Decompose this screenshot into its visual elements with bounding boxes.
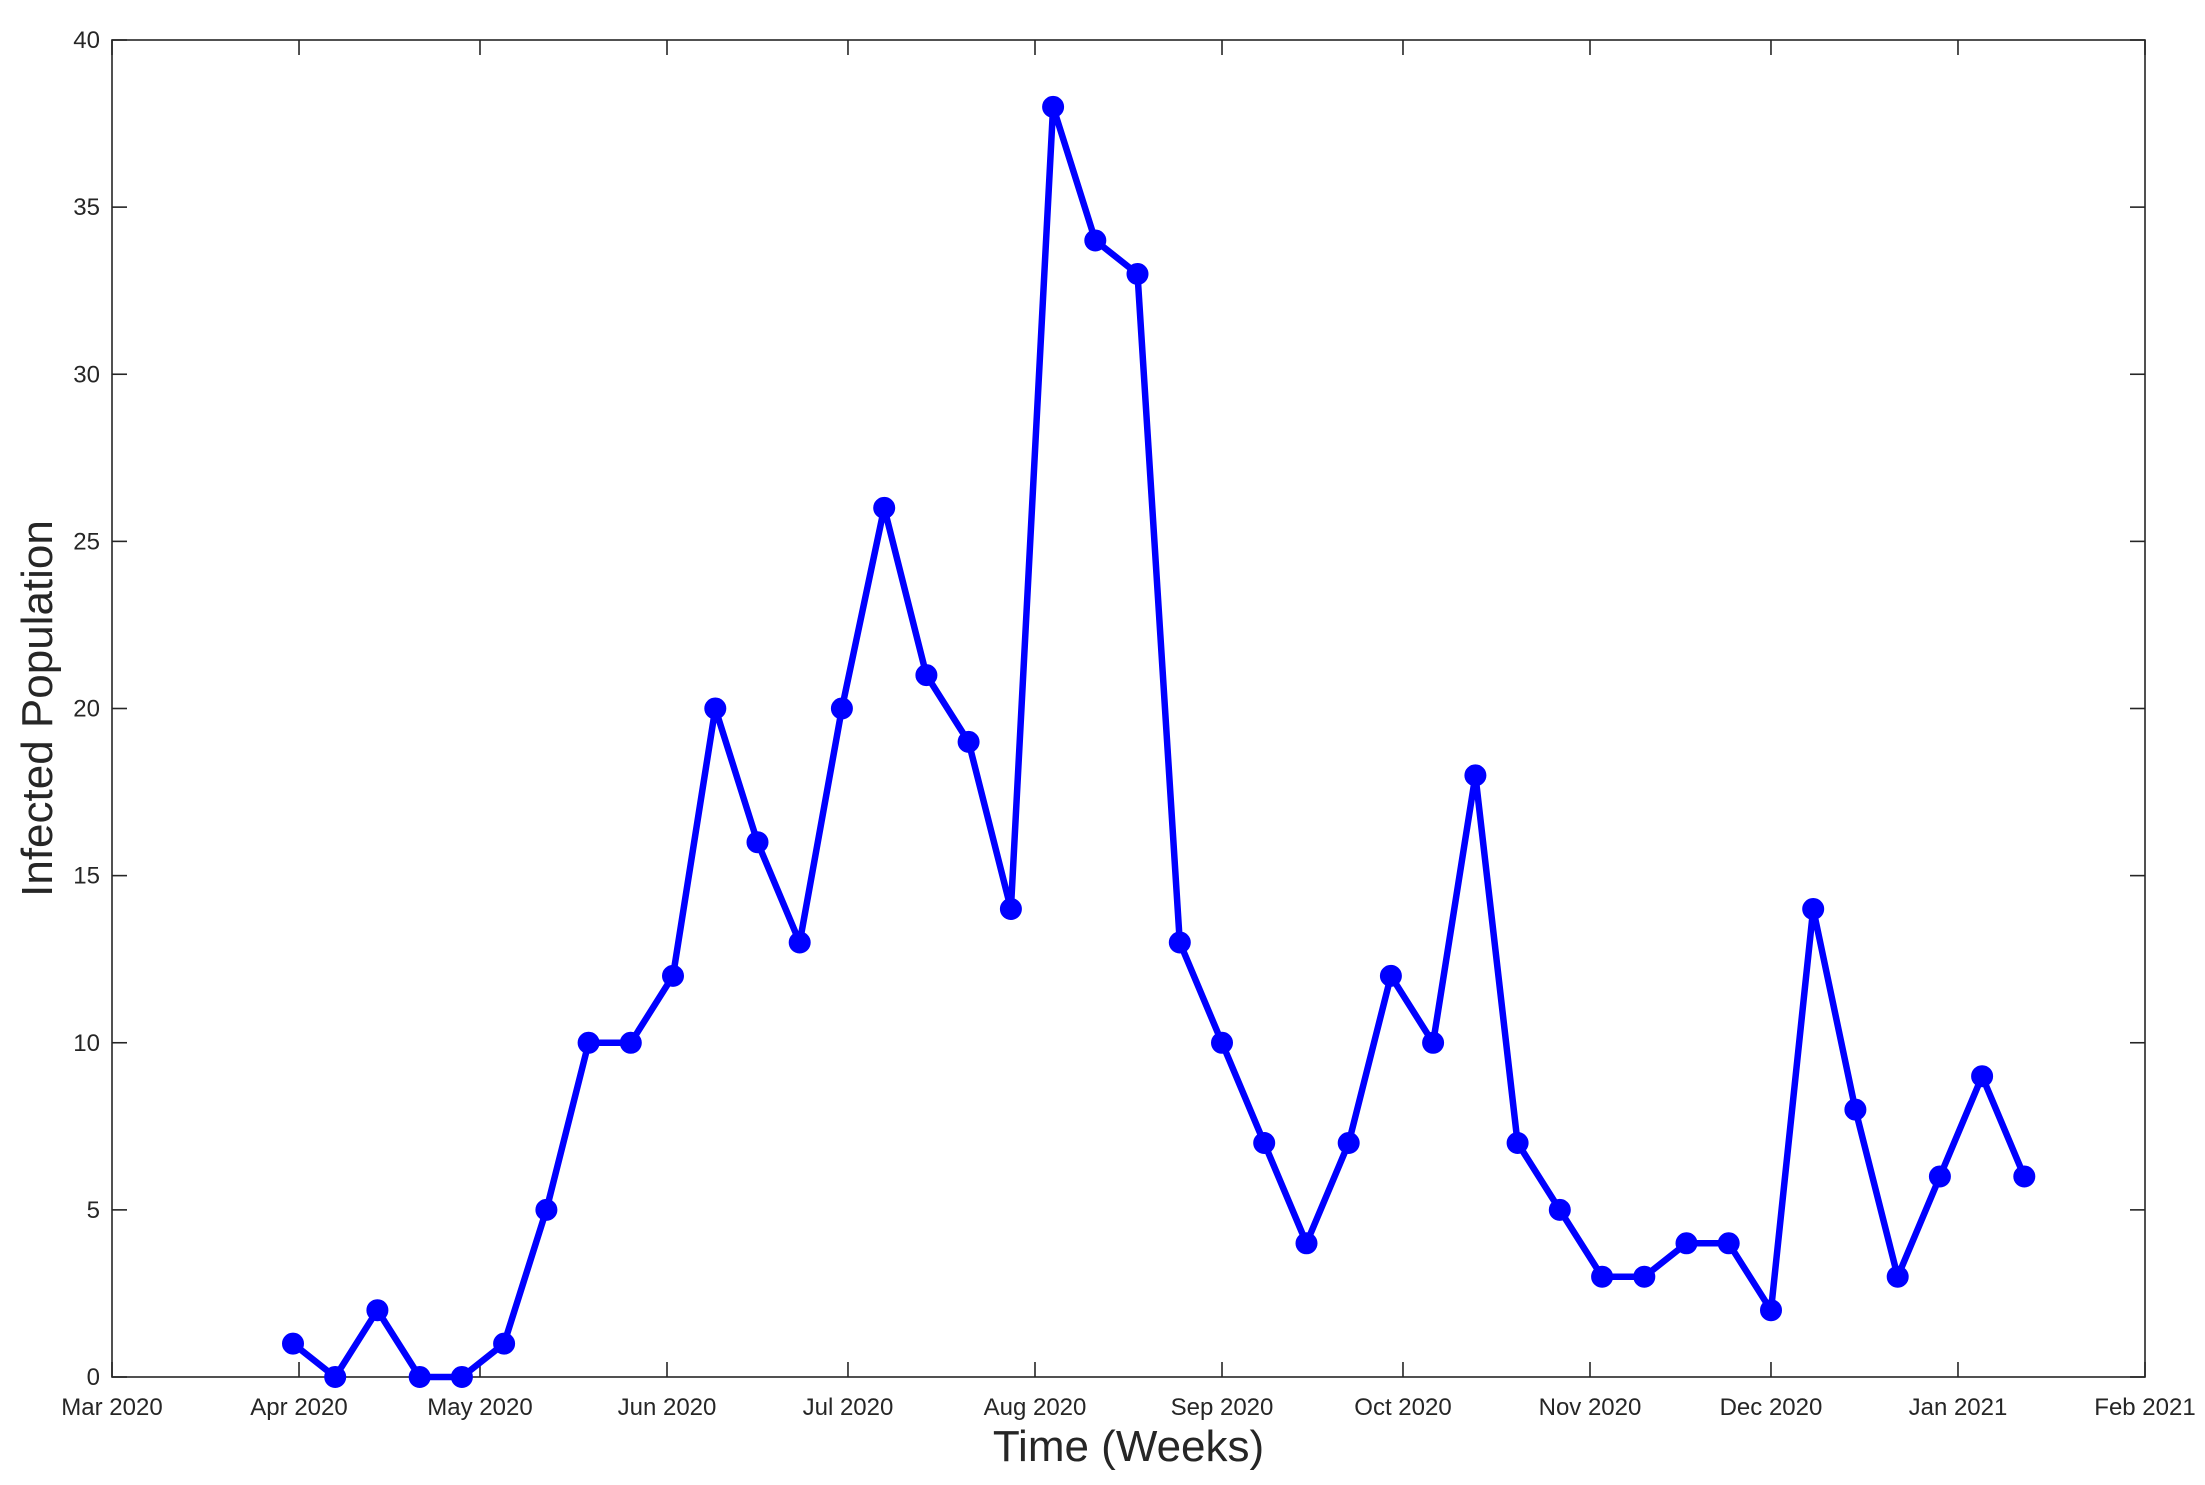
data-point <box>1717 1232 1740 1255</box>
data-point <box>957 730 980 753</box>
x-tick-label: Sep 2020 <box>1171 1394 1274 1421</box>
data-point <box>1379 964 1402 987</box>
y-tick-label: 0 <box>87 1364 100 1391</box>
data-point <box>450 1366 473 1388</box>
x-tick-label: May 2020 <box>427 1394 532 1421</box>
data-point <box>1844 1098 1867 1121</box>
x-tick-label: Oct 2020 <box>1354 1394 1451 1421</box>
data-point <box>1675 1232 1698 1255</box>
data-point <box>1886 1265 1909 1288</box>
data-point <box>619 1031 642 1054</box>
data-point <box>1591 1265 1614 1288</box>
data-point <box>493 1332 516 1355</box>
data-point <box>662 964 684 987</box>
x-tick-label: Mar 2020 <box>61 1394 162 1421</box>
data-point <box>788 931 811 954</box>
x-tick-label: Nov 2020 <box>1539 1394 1642 1421</box>
y-tick-label: 35 <box>73 194 100 221</box>
data-point <box>1971 1065 1994 1088</box>
plot-area-frame <box>111 39 2146 1378</box>
data-point <box>1168 931 1191 954</box>
data-point <box>408 1366 431 1388</box>
data-point <box>366 1299 389 1322</box>
data-point <box>1337 1132 1360 1154</box>
data-point <box>1253 1132 1276 1154</box>
data-point <box>1464 764 1487 787</box>
x-tick-label: Dec 2020 <box>1720 1394 1823 1421</box>
data-point <box>324 1366 347 1388</box>
series-line <box>290 103 2028 1381</box>
y-tick-label: 15 <box>73 863 100 890</box>
data-point <box>577 1031 600 1054</box>
y-axis-title: Infected Population <box>13 520 62 897</box>
x-tick-label: Apr 2020 <box>250 1394 347 1421</box>
data-point <box>2013 1165 2036 1188</box>
data-point <box>1295 1232 1318 1255</box>
data-point <box>1928 1165 1951 1188</box>
data-point <box>873 496 896 519</box>
data-point <box>1548 1198 1571 1221</box>
data-point <box>1760 1299 1782 1322</box>
y-tick-label: 25 <box>73 528 100 555</box>
x-tick-label: Jul 2020 <box>803 1394 894 1421</box>
x-tick-label: Aug 2020 <box>984 1394 1087 1421</box>
y-tick-label: 40 <box>73 27 100 54</box>
data-point <box>704 697 727 720</box>
data-point <box>915 664 938 687</box>
y-tick-label: 30 <box>73 361 100 388</box>
y-tick-label: 10 <box>73 1030 100 1057</box>
y-tick-label: 5 <box>87 1197 100 1224</box>
data-point <box>1211 1031 1233 1054</box>
data-point <box>1042 95 1065 118</box>
data-point <box>282 1332 304 1355</box>
data-point <box>1802 898 1825 920</box>
x-tick-label: Jan 2021 <box>1909 1394 2008 1421</box>
data-point <box>1084 229 1107 252</box>
y-tick-label: 20 <box>73 696 100 723</box>
data-point <box>1126 263 1149 285</box>
data-point <box>1506 1132 1529 1154</box>
data-point <box>535 1198 558 1221</box>
data-point <box>830 697 853 720</box>
x-axis-title: Time (Weeks) <box>993 1422 1264 1471</box>
data-point <box>1633 1265 1656 1288</box>
data-point <box>999 898 1022 920</box>
x-tick-label: Feb 2021 <box>2094 1394 2195 1421</box>
data-point <box>1422 1031 1445 1054</box>
data-point <box>746 831 769 854</box>
x-tick-label: Jun 2020 <box>618 1394 717 1421</box>
